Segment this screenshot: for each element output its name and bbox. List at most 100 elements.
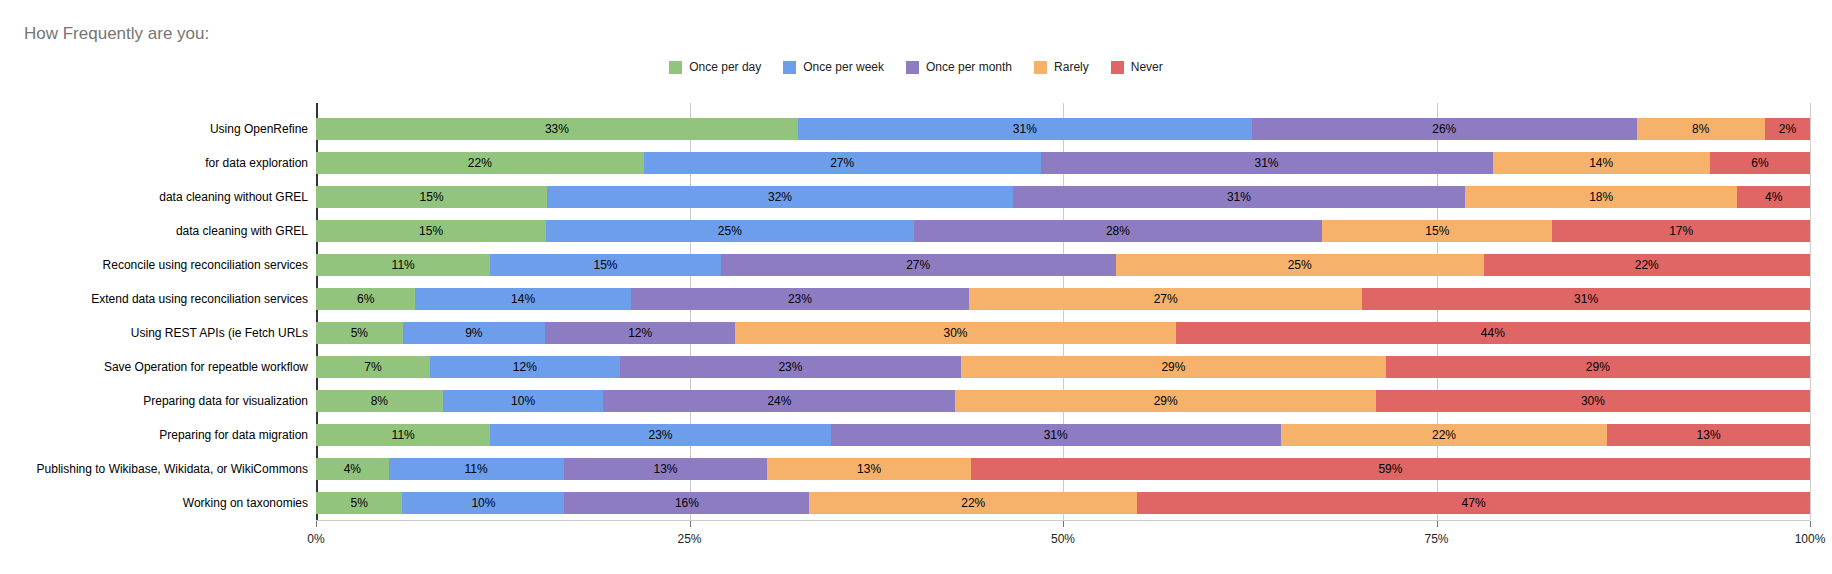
bar-value-label: 7% [364, 360, 381, 374]
plot-area: Using OpenRefine33%31%26%8%2%for data ex… [0, 103, 1832, 520]
bar-segment[interactable]: 22% [1281, 424, 1607, 446]
bar-segment[interactable]: 10% [443, 390, 604, 412]
bar-value-label: 5% [351, 326, 368, 340]
bar-segment[interactable]: 7% [316, 356, 430, 378]
bar-segment[interactable]: 18% [1465, 186, 1738, 208]
bar-segment[interactable]: 27% [969, 288, 1362, 310]
bar-segment[interactable]: 9% [403, 322, 545, 344]
bar-segment[interactable]: 27% [644, 152, 1041, 174]
bar-segment[interactable]: 59% [971, 458, 1810, 480]
bar-segment[interactable]: 15% [316, 186, 547, 208]
bar-segment[interactable]: 2% [1765, 118, 1810, 140]
bar-segment[interactable]: 8% [1637, 118, 1765, 140]
bar-segment[interactable]: 25% [546, 220, 914, 242]
category-label: Using OpenRefine [0, 122, 316, 136]
bar-value-label: 25% [1288, 258, 1312, 272]
bar-segment[interactable]: 28% [914, 220, 1323, 242]
bar-segment[interactable]: 29% [1386, 356, 1810, 378]
bar-value-label: 12% [513, 360, 537, 374]
category-label: data cleaning with GREL [0, 224, 316, 238]
bar-segment[interactable]: 26% [1252, 118, 1637, 140]
legend-item: Once per day [669, 60, 761, 74]
bar-track: 11% 15%27% 25% 22% [316, 254, 1810, 276]
axis-tick [316, 521, 317, 527]
bar-segment[interactable]: 13% [1607, 424, 1810, 446]
bar-value-label: 4% [344, 462, 361, 476]
bar-segment[interactable]: 31% [1041, 152, 1493, 174]
legend-swatch-icon [1111, 61, 1124, 74]
bar-segment[interactable]: 6% [1710, 152, 1810, 174]
bar-value-label: 31% [1227, 190, 1251, 204]
bar-segment[interactable]: 27% [721, 254, 1116, 276]
bar-segment[interactable]: 17% [1552, 220, 1810, 242]
bar-segment[interactable]: 16% [564, 492, 809, 514]
bar-segment[interactable]: 12% [545, 322, 736, 344]
bar-track: 22%27% 31% 14% 6% [316, 152, 1810, 174]
bar-segment[interactable]: 22% [1484, 254, 1810, 276]
bar-segment[interactable]: 30% [735, 322, 1175, 344]
rows: Using OpenRefine33%31%26%8%2%for data ex… [0, 103, 1832, 520]
chart-row: data cleaning without GREL15%32%31%18%4% [0, 180, 1832, 214]
bar-segment[interactable]: 15% [316, 220, 546, 242]
bar-segment[interactable]: 5% [316, 492, 402, 514]
bar-segment[interactable]: 24% [603, 390, 955, 412]
bar-segment[interactable]: 22% [316, 152, 644, 174]
bar-segment[interactable]: 11% [389, 458, 564, 480]
bar-segment[interactable]: 14% [415, 288, 630, 310]
bar-value-label: 14% [511, 292, 535, 306]
bar-segment[interactable]: 31% [831, 424, 1281, 446]
bar-segment[interactable]: 12% [430, 356, 620, 378]
bar-segment[interactable]: 13% [564, 458, 768, 480]
bar-segment[interactable]: 44% [1176, 322, 1810, 344]
bar-value-label: 11% [465, 462, 488, 476]
category-label: Preparing data for visualization [0, 394, 316, 408]
bar-segment[interactable]: 14% [1493, 152, 1710, 174]
bar-value-label: 13% [857, 462, 881, 476]
bar-segment[interactable]: 15% [1322, 220, 1552, 242]
bar-segment[interactable]: 11% [316, 424, 490, 446]
bar-value-label: 13% [1697, 428, 1721, 442]
bar-segment[interactable]: 29% [955, 390, 1375, 412]
bar-segment[interactable]: 4% [316, 458, 389, 480]
bar-segment[interactable]: 31% [798, 118, 1252, 140]
bar-segment[interactable]: 31% [1362, 288, 1810, 310]
bar-value-label: 4% [1765, 190, 1782, 204]
bar-segment[interactable]: 31% [1013, 186, 1465, 208]
bar-value-label: 11% [392, 258, 415, 272]
bar-value-label: 23% [778, 360, 802, 374]
bar-value-label: 26% [1432, 122, 1456, 136]
bar-value-label: 31% [1255, 156, 1279, 170]
bar-segment[interactable]: 6% [316, 288, 415, 310]
bar-value-label: 14% [1589, 156, 1613, 170]
chart-row: Extend data using reconciliation service… [0, 282, 1832, 316]
axis-tick [1810, 521, 1811, 527]
bar-value-label: 12% [628, 326, 652, 340]
bar-segment[interactable]: 13% [767, 458, 971, 480]
bar-segment[interactable]: 8% [316, 390, 443, 412]
bar-segment[interactable]: 4% [1737, 186, 1810, 208]
bar-value-label: 23% [788, 292, 812, 306]
bar-segment[interactable]: 23% [631, 288, 969, 310]
bar-segment[interactable]: 23% [620, 356, 962, 378]
bar-segment[interactable]: 5% [316, 322, 403, 344]
bar-segment[interactable]: 29% [961, 356, 1385, 378]
axis-tick [690, 521, 691, 527]
legend-swatch-icon [783, 61, 796, 74]
bar-track: 5% 9% 12% 30%44% [316, 322, 1810, 344]
bar-value-label: 15% [1425, 224, 1449, 238]
bar-track: 6% 14% 23% 27%31% [316, 288, 1810, 310]
legend-swatch-icon [669, 61, 682, 74]
bar-segment[interactable]: 33% [316, 118, 798, 140]
chart-row: Preparing data for visualization8%10%24%… [0, 384, 1832, 418]
axis-tick-label: 75% [1424, 532, 1448, 546]
bar-segment[interactable]: 11% [316, 254, 490, 276]
bar-segment[interactable]: 15% [490, 254, 720, 276]
bar-segment[interactable]: 47% [1137, 492, 1810, 514]
bar-segment[interactable]: 22% [809, 492, 1137, 514]
bar-segment[interactable]: 10% [402, 492, 564, 514]
legend-label: Once per day [689, 60, 761, 74]
bar-segment[interactable]: 30% [1376, 390, 1810, 412]
bar-segment[interactable]: 25% [1116, 254, 1484, 276]
bar-segment[interactable]: 23% [490, 424, 830, 446]
bar-segment[interactable]: 32% [547, 186, 1013, 208]
